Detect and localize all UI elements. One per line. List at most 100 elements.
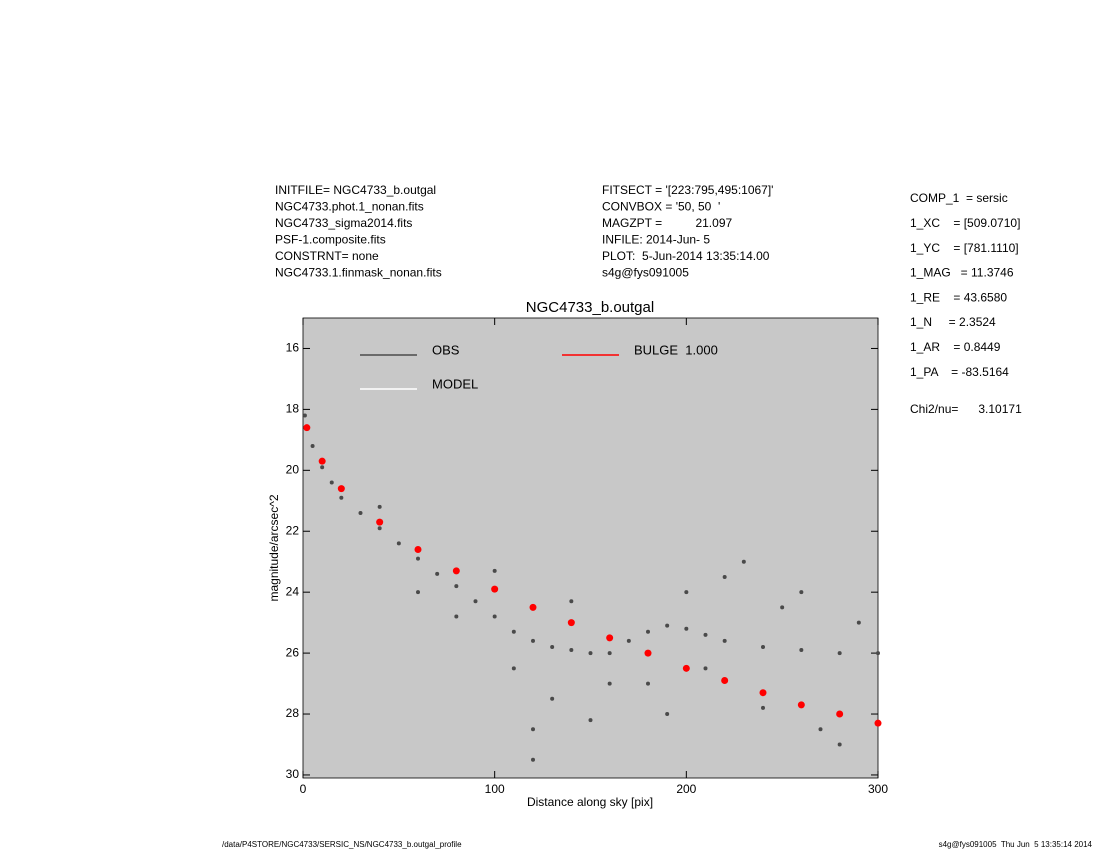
data-point	[377, 504, 382, 509]
data-point	[567, 619, 575, 627]
data-point	[531, 757, 535, 762]
header-left-line: NGC4733.phot.1_nonan.fits	[275, 200, 424, 214]
data-point	[721, 677, 729, 685]
data-point	[416, 590, 420, 595]
y-tick-label: 28	[286, 706, 300, 720]
data-point	[665, 712, 670, 717]
data-point	[722, 574, 727, 579]
data-point	[588, 718, 593, 723]
data-point	[492, 614, 497, 619]
data-point	[626, 638, 631, 643]
header-middle-line: MAGZPT = 21.097	[602, 216, 732, 230]
data-point	[607, 681, 612, 686]
fit-parameter: 1_AR = 0.8449	[910, 340, 1001, 354]
fit-parameter: 1_N = 2.3524	[910, 315, 996, 329]
data-point	[722, 638, 727, 643]
fit-parameter: COMP_1 = sersic	[910, 191, 1008, 205]
data-point	[569, 599, 574, 604]
header-middle-line: CONVBOX = '50, 50 '	[602, 200, 720, 214]
chi-square: Chi2/nu= 3.10171	[910, 402, 1022, 416]
fit-parameter: 1_XC = [509.0710]	[910, 216, 1020, 230]
header-left-line: CONSTRNT= none	[275, 249, 379, 263]
chart-title: NGC4733_b.outgal	[526, 299, 654, 316]
data-point	[377, 526, 382, 531]
data-point	[473, 599, 478, 604]
data-point	[741, 559, 746, 564]
y-axis-label: magnitude/arcsec^2	[267, 494, 281, 601]
data-point	[684, 626, 689, 631]
data-point	[703, 666, 708, 671]
fit-parameter: 1_PA = -83.5164	[910, 365, 1009, 379]
data-point	[492, 568, 497, 573]
data-point	[435, 571, 440, 576]
data-point	[531, 727, 535, 732]
data-point	[302, 413, 307, 418]
legend-label: MODEL	[432, 376, 478, 391]
data-point	[511, 666, 516, 671]
fit-parameter: 1_YC = [781.1110]	[910, 241, 1019, 255]
data-point	[837, 742, 842, 747]
footer-stamp: s4g@fys091005 Thu Jun 5 13:35:14 2014	[939, 840, 1093, 849]
data-point	[799, 648, 804, 653]
y-tick-label: 18	[286, 402, 300, 416]
data-point	[646, 681, 650, 686]
header-left-line: PSF-1.composite.fits	[275, 233, 386, 247]
plot-area	[302, 317, 879, 779]
data-point	[452, 567, 460, 575]
data-point	[644, 649, 652, 657]
header-left-line: NGC4733_sigma2014.fits	[275, 216, 412, 230]
data-point	[682, 664, 690, 672]
data-point	[414, 546, 422, 554]
legend-label: BULGE 1.000	[634, 342, 718, 357]
fit-parameter: 1_RE = 43.6580	[910, 290, 1007, 304]
header-left-line: INITFILE= NGC4733_b.outgal	[275, 183, 436, 197]
data-point	[665, 623, 670, 628]
x-tick-label: 300	[868, 782, 888, 796]
data-point	[318, 457, 326, 465]
data-point	[797, 701, 805, 709]
data-point	[759, 689, 767, 697]
y-tick-label: 16	[286, 341, 300, 355]
data-point	[550, 645, 555, 650]
x-tick-label: 200	[676, 782, 696, 796]
x-tick-label: 0	[300, 782, 307, 796]
data-point	[310, 443, 315, 448]
header-middle-line: PLOT: 5-Jun-2014 13:35:14.00	[602, 249, 770, 263]
data-point	[780, 605, 785, 610]
data-point	[491, 585, 499, 593]
data-point	[606, 634, 614, 642]
data-point	[329, 480, 334, 485]
data-point	[684, 590, 689, 595]
data-point	[856, 620, 861, 625]
data-point	[588, 651, 593, 656]
data-point	[454, 584, 459, 589]
data-point	[799, 590, 804, 595]
data-point	[416, 556, 420, 561]
data-point	[569, 648, 574, 653]
data-point	[339, 495, 344, 500]
data-point	[320, 465, 325, 470]
data-point	[761, 645, 765, 650]
data-point	[531, 638, 535, 643]
data-point	[874, 719, 882, 727]
data-point	[396, 541, 401, 546]
data-point	[358, 510, 363, 515]
data-point	[876, 651, 880, 656]
y-tick-label: 22	[286, 523, 300, 537]
data-point	[511, 629, 516, 634]
y-tick-label: 26	[286, 645, 300, 659]
data-point	[529, 603, 537, 611]
x-axis-label: Distance along sky [pix]	[527, 795, 653, 809]
header-middle-line: INFILE: 2014-Jun- 5	[602, 233, 710, 247]
legend-label: OBS	[432, 342, 460, 357]
footer-path: /data/P4STORE/NGC4733/SERSIC_NS/NGC4733_…	[222, 840, 462, 849]
data-point	[818, 727, 823, 732]
data-point	[646, 629, 650, 634]
fit-parameter: 1_MAG = 11.3746	[910, 266, 1014, 280]
data-point	[303, 424, 311, 432]
x-tick-label: 100	[485, 782, 505, 796]
y-tick-label: 24	[286, 584, 300, 598]
data-point	[761, 705, 765, 710]
y-tick-label: 20	[286, 462, 300, 476]
